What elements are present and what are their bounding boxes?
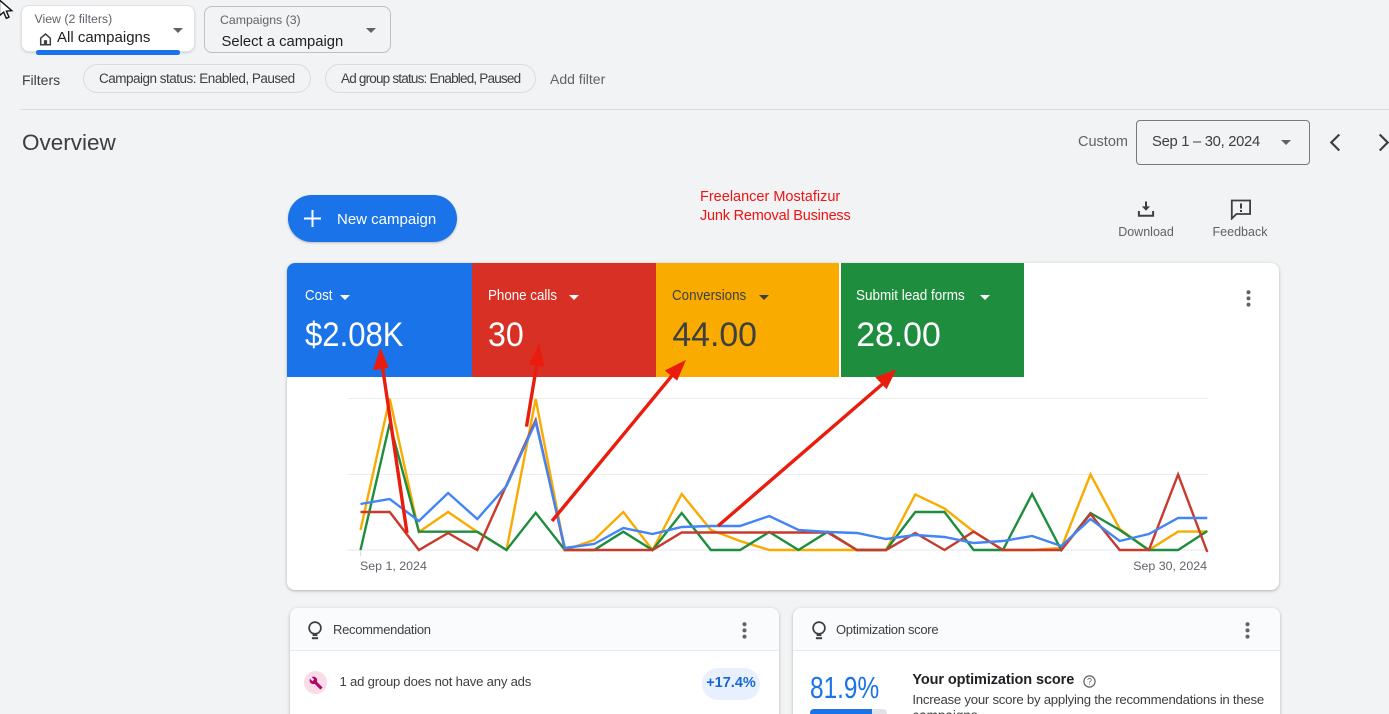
svg-text:?: ? [1087, 677, 1092, 687]
